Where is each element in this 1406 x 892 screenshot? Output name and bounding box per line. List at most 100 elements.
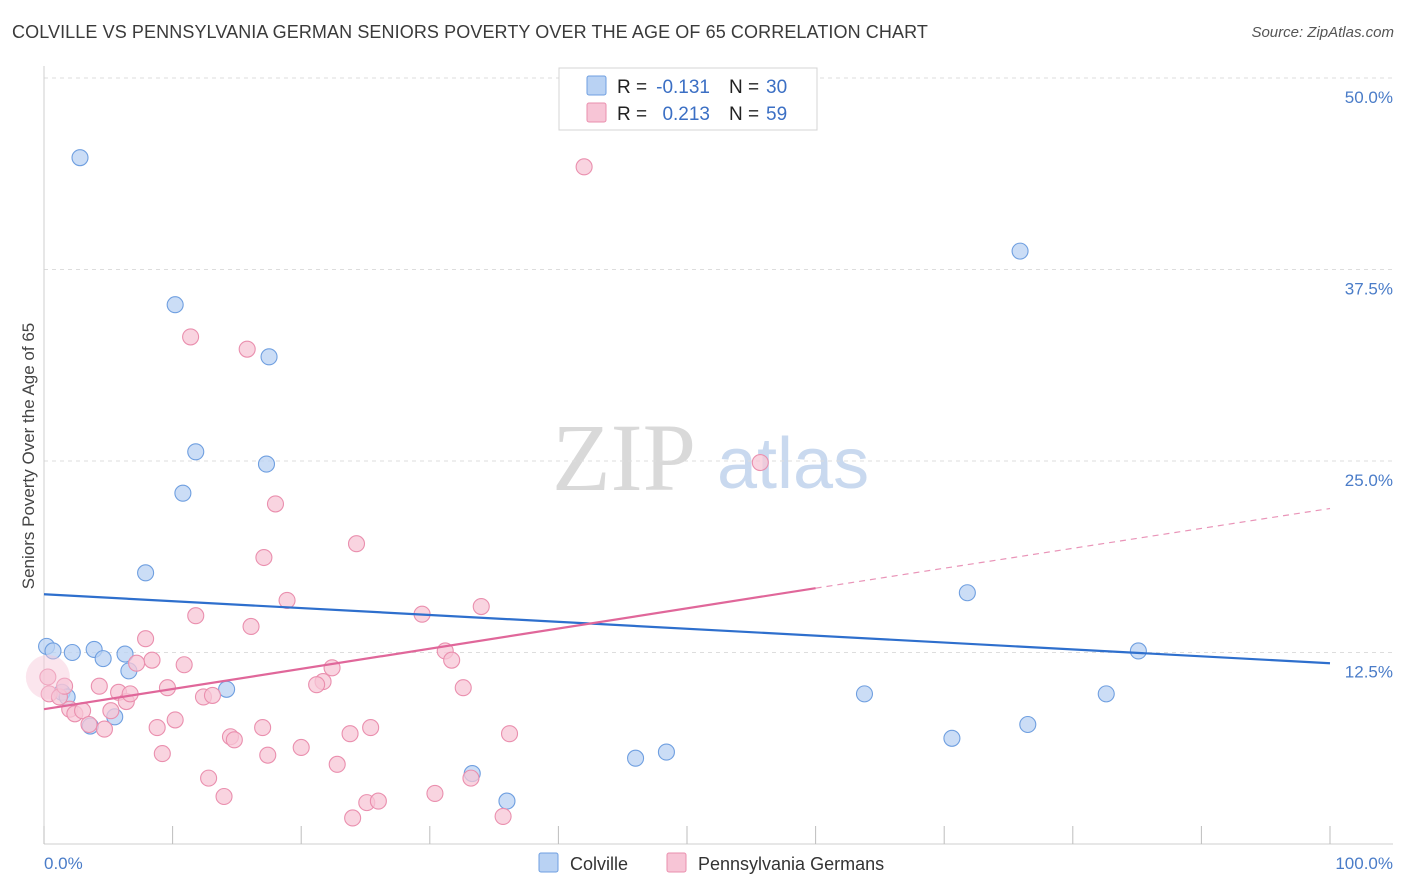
pennsylvania-germans-point — [362, 719, 380, 737]
legend-n-label-colville: N = — [729, 77, 759, 98]
pennsylvania-germans-point — [242, 617, 260, 636]
gridlines — [44, 77, 1393, 653]
colville-point — [498, 792, 516, 810]
colville-point — [44, 642, 62, 660]
pennsylvania-germans-point — [472, 597, 490, 616]
bottom-legend-swatch-pennsylvania-germans — [666, 852, 687, 873]
y-tick-label: 12.5% — [1345, 663, 1393, 682]
pennsylvania-germans-point — [80, 715, 98, 734]
pennsylvania-germans-point — [426, 784, 444, 802]
watermark-atlas: atlas — [717, 424, 869, 504]
colville-point — [71, 149, 89, 167]
pennsylvania-germans-point — [341, 725, 359, 743]
pennsylvania-germans-point — [166, 711, 184, 729]
pennsylvania-germans-point — [292, 738, 310, 757]
pennsylvania-germans-point — [128, 654, 146, 672]
trendlines — [43, 507, 1331, 711]
y-tick-labels: 12.5% 25.0% 37.5% 50.0% — [1345, 88, 1393, 682]
y-tick-label: 25.0% — [1345, 471, 1393, 490]
pennsylvania-germans-point — [454, 679, 472, 697]
colville-point — [958, 584, 976, 602]
legend-swatch-colville — [586, 75, 607, 96]
pennsylvania-germans-point — [158, 679, 177, 697]
colville-point — [187, 443, 205, 461]
colville-point — [63, 643, 81, 662]
colville-trendline — [43, 593, 1331, 665]
axes — [43, 66, 1393, 845]
colville-point — [627, 749, 645, 767]
pennsylvania-germans-trendline-extension — [815, 507, 1331, 589]
colville-point — [855, 685, 874, 703]
pennsylvania-germans-point — [56, 677, 74, 695]
pennsylvania-germans-point — [255, 548, 273, 567]
legend-n-label-pennsylvania-germans: N = — [729, 104, 759, 125]
y-tick-label: 37.5% — [1345, 280, 1393, 299]
pennsylvania-germans-point — [751, 453, 769, 472]
pennsylvania-germans-point — [215, 787, 233, 806]
legend-r-label-pennsylvania-germans: R = — [617, 104, 647, 125]
colville-point — [260, 348, 278, 366]
pennsylvania-germans-point — [175, 656, 193, 674]
pennsylvania-germans-point — [500, 725, 519, 743]
series-pennsylvania-germans — [25, 158, 769, 827]
pennsylvania-germans-point — [200, 769, 218, 787]
legend-r-label-colville: R = — [617, 77, 647, 98]
colville-point — [137, 564, 155, 582]
pennsylvania-germans-point — [102, 702, 120, 720]
pennsylvania-germans-point — [39, 668, 57, 686]
watermark-zip: ZIP — [552, 404, 696, 511]
colville-point — [218, 680, 236, 698]
pennsylvania-germans-point — [137, 630, 155, 648]
pennsylvania-germans-point — [238, 340, 256, 358]
colville-point — [116, 645, 134, 663]
pennsylvania-germans-point — [182, 328, 200, 346]
pennsylvania-germans-point — [90, 677, 108, 695]
correlation-legend: R = -0.131 N = 30 R = 0.213 N = 59 — [558, 67, 818, 131]
bottom-legend-swatch-colville — [538, 852, 559, 873]
pennsylvania-germans-point — [328, 755, 346, 773]
pennsylvania-germans-point — [95, 720, 113, 738]
colville-point — [1097, 685, 1115, 703]
legend-r-value-colville: -0.131 — [656, 77, 710, 98]
pennsylvania-germans-point — [254, 719, 272, 737]
colville-point — [1019, 715, 1037, 734]
bottom-legend-label-pennsylvania-germans: Pennsylvania Germans — [698, 854, 884, 874]
legend-n-value-pennsylvania-germans: 59 — [766, 104, 787, 125]
chart-title: COLVILLE VS PENNSYLVANIA GERMAN SENIORS … — [12, 22, 928, 42]
colville-point — [94, 650, 112, 668]
colville-point — [174, 484, 192, 502]
pennsylvania-germans-point — [369, 792, 387, 810]
x-ticks — [43, 826, 1331, 844]
x-tick-label-max: 100.0% — [1335, 854, 1393, 873]
colville-point — [1011, 242, 1029, 260]
pennsylvania-germans-point — [575, 158, 593, 176]
pennsylvania-germans-point — [259, 746, 277, 764]
pennsylvania-germans-point — [344, 809, 362, 827]
pennsylvania-germans-point — [347, 535, 366, 553]
y-tick-label: 50.0% — [1345, 88, 1393, 107]
pennsylvania-germans-point — [225, 731, 243, 749]
colville-point — [943, 729, 961, 747]
source-credit: Source: ZipAtlas.com — [1251, 24, 1394, 41]
x-tick-label-min: 0.0% — [44, 854, 83, 873]
colville-point — [1129, 642, 1147, 660]
pennsylvania-germans-point — [443, 651, 461, 669]
pennsylvania-germans-point — [494, 807, 512, 825]
pennsylvania-germans-point — [266, 495, 285, 513]
bottom-legend-label-colville: Colville — [570, 854, 628, 874]
pennsylvania-germans-point — [143, 651, 161, 669]
pennsylvania-germans-point — [187, 607, 205, 625]
series-legend: Colville Pennsylvania Germans — [538, 852, 884, 874]
pennsylvania-germans-point — [153, 745, 171, 763]
pennsylvania-germans-trendline — [43, 587, 816, 711]
colville-point — [257, 455, 276, 473]
pennsylvania-germans-point — [203, 686, 222, 704]
legend-r-value-pennsylvania-germans: 0.213 — [662, 104, 710, 125]
pennsylvania-germans-point — [148, 719, 166, 737]
colville-point — [657, 743, 675, 761]
colville-point — [166, 296, 184, 314]
pennsylvania-germans-point — [462, 769, 480, 787]
pennsylvania-germans-cluster — [25, 655, 70, 700]
legend-n-value-colville: 30 — [766, 77, 787, 98]
